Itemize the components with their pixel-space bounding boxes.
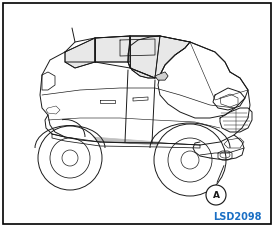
Polygon shape xyxy=(52,134,200,148)
Polygon shape xyxy=(120,39,155,56)
Polygon shape xyxy=(128,36,160,78)
Polygon shape xyxy=(155,72,168,80)
Polygon shape xyxy=(65,38,95,68)
Polygon shape xyxy=(128,36,190,78)
Circle shape xyxy=(206,185,226,205)
Text: A: A xyxy=(213,190,219,200)
Polygon shape xyxy=(95,36,130,62)
Text: LSD2098: LSD2098 xyxy=(213,212,262,222)
Circle shape xyxy=(39,127,101,189)
Circle shape xyxy=(155,125,225,195)
